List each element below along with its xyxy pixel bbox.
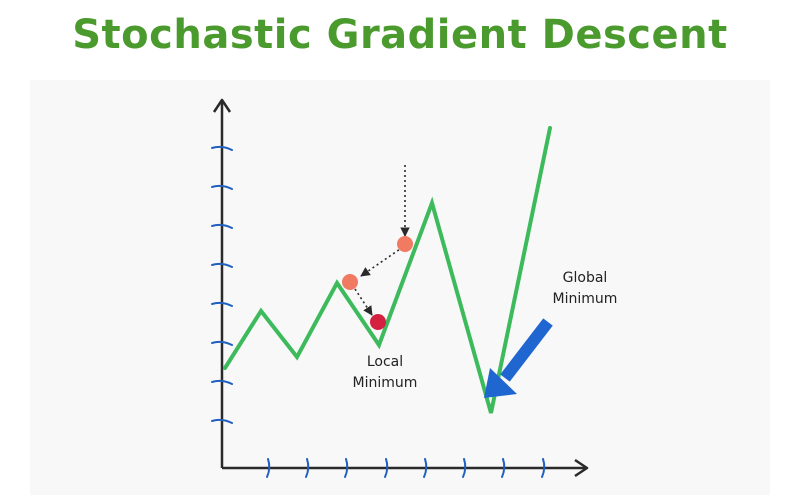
page-title: Stochastic Gradient Descent — [72, 12, 728, 58]
x-tick — [541, 458, 546, 478]
global-minimum-label-line-1: Global — [562, 270, 608, 286]
y-axis-arrowhead — [212, 98, 232, 113]
y-tick — [211, 340, 233, 346]
y-tick — [211, 301, 233, 307]
step-line-1 — [360, 246, 404, 277]
x-tick — [266, 458, 271, 478]
y-tick — [211, 379, 233, 385]
global-minimum-label-line-2: Minimum — [552, 291, 618, 307]
global-minimum-arrow — [484, 318, 553, 398]
local-minimum-label: Local Minimum — [345, 352, 425, 394]
x-tick — [384, 458, 389, 478]
x-tick — [305, 458, 310, 478]
x-tick — [423, 458, 428, 478]
sgd-final-ball — [370, 314, 386, 330]
y-tick — [211, 223, 233, 229]
x-tick — [501, 458, 506, 478]
sgd-step-ball — [397, 236, 413, 252]
x-axis-arrowhead — [574, 458, 589, 478]
step-line-2 — [354, 288, 373, 316]
y-axis-ticks — [211, 145, 233, 424]
x-tick — [344, 458, 349, 478]
x-axis-ticks — [266, 458, 546, 478]
y-tick — [211, 418, 233, 424]
local-minimum-label-line-1: Local — [366, 354, 404, 370]
global-minimum-label: Global Minimum — [545, 268, 625, 310]
y-tick — [211, 184, 233, 190]
sgd-step-ball — [342, 274, 358, 290]
x-tick — [462, 458, 467, 478]
local-minimum-label-line-2: Minimum — [352, 375, 418, 391]
y-tick — [211, 145, 233, 151]
y-tick — [211, 262, 233, 268]
sgd-step-path — [354, 165, 410, 316]
loss-curve — [223, 126, 552, 414]
